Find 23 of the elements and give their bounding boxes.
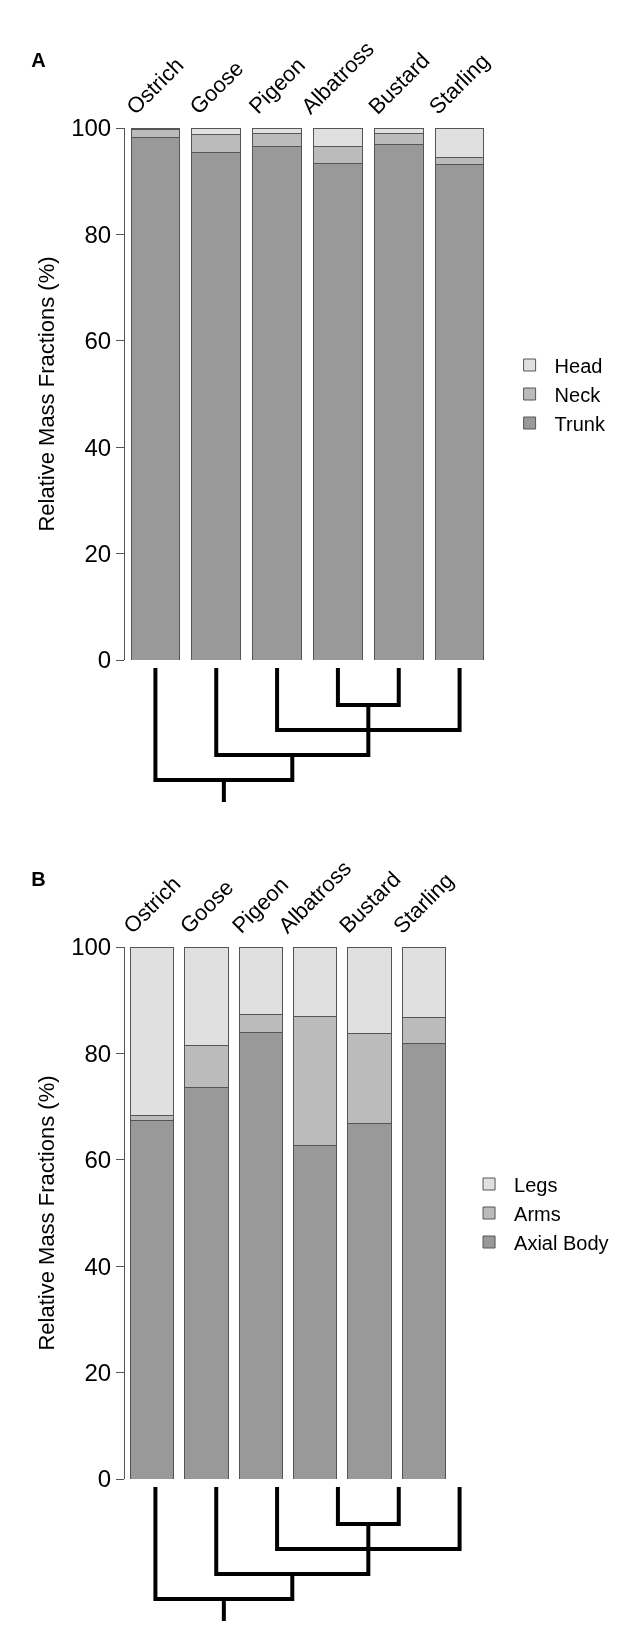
bar <box>129 1120 175 1479</box>
legend-label: Arms <box>514 1202 561 1225</box>
legend-label: Axial Body <box>514 1231 609 1254</box>
y-axis-title: Relative Mass Fractions (%) <box>33 256 59 532</box>
y-tick-label: 100 <box>71 114 112 142</box>
y-tick-label: 0 <box>97 646 112 674</box>
y-tick-label: 100 <box>71 933 112 961</box>
y-tick-label: 40 <box>84 1252 112 1280</box>
y-tick-label: 60 <box>84 327 112 355</box>
y-tick-label: 20 <box>84 540 112 567</box>
y-tick-label: 0 <box>97 1465 112 1493</box>
y-tick-label: 20 <box>84 1359 112 1386</box>
chart-title: A <box>31 49 46 71</box>
y-tick-label: 80 <box>84 1039 112 1067</box>
y-tick-label: 60 <box>84 1146 112 1174</box>
legend-label: Legs <box>514 1173 558 1196</box>
y-tick-label: 80 <box>84 220 112 248</box>
y-axis-title: Relative Mass Fractions (%) <box>33 1075 59 1351</box>
legend-label: Neck <box>554 383 602 406</box>
y-tick-label: 40 <box>84 433 112 461</box>
chart-title: B <box>31 868 46 890</box>
legend-label: Trunk <box>554 412 606 435</box>
legend-label: Head <box>554 354 603 377</box>
